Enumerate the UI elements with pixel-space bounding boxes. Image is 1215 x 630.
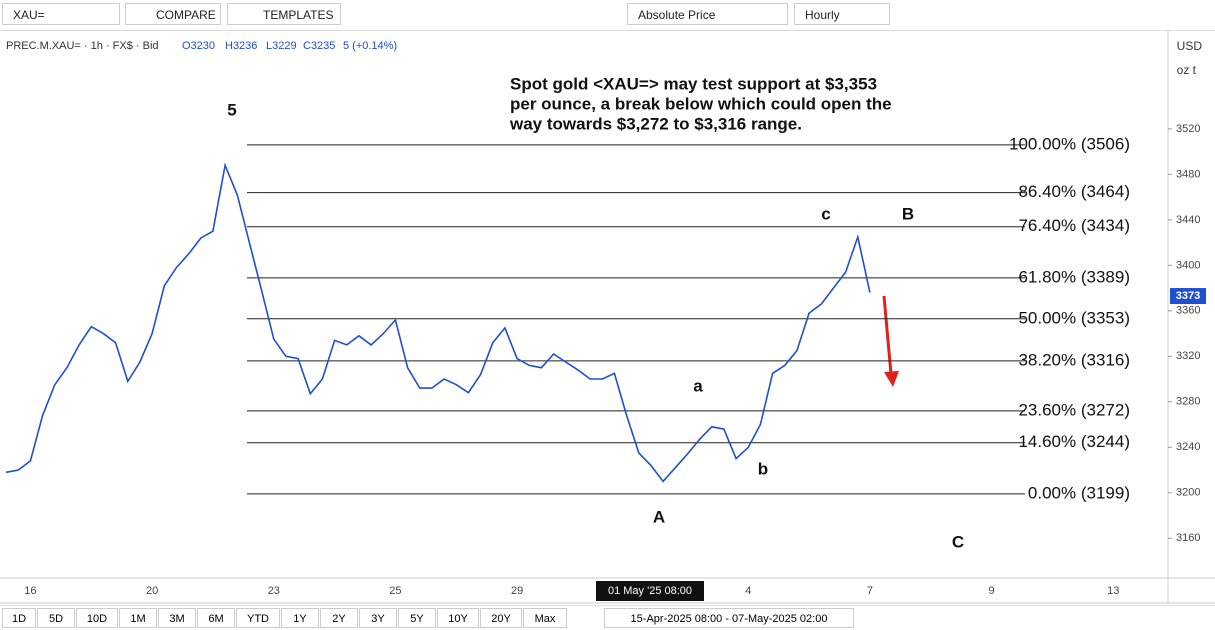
fib-label: 86.40% (3464) <box>1018 182 1130 201</box>
crosshair-label: 01 May '25 08:00 <box>608 585 692 597</box>
legend-high: H3236 <box>225 40 257 52</box>
wave-label: c <box>821 204 830 223</box>
legend-open: O3230 <box>182 40 215 52</box>
y-tick-label: 3200 <box>1176 487 1200 499</box>
y-tick-label: 3480 <box>1176 168 1200 180</box>
wave-label: B <box>902 204 914 223</box>
fib-label: 23.60% (3272) <box>1018 400 1130 419</box>
wave-label: C <box>952 532 964 551</box>
y-tick-label: 3160 <box>1176 532 1200 544</box>
fib-label: 76.40% (3434) <box>1018 216 1130 235</box>
x-tick-label: 23 <box>268 585 280 597</box>
interval-select[interactable]: Hourly <box>794 3 890 25</box>
annotation-line: Spot gold <XAU=> may test support at $3,… <box>510 74 877 93</box>
range-button[interactable]: 10Y <box>437 608 479 628</box>
range-button[interactable]: 1Y <box>281 608 319 628</box>
y-tick-label: 3360 <box>1176 305 1200 317</box>
x-tick-label: 13 <box>1107 585 1119 597</box>
fib-label: 14.60% (3244) <box>1018 432 1130 451</box>
x-tick-label: 16 <box>24 585 36 597</box>
unit-label[interactable]: oz t <box>1177 63 1197 77</box>
annotation: Spot gold <XAU=> may test support at $3,… <box>509 74 892 133</box>
y-tick-label: 3280 <box>1176 396 1200 408</box>
range-button[interactable]: Max <box>523 608 567 628</box>
y-tick-label: 3240 <box>1176 441 1200 453</box>
last-price-label: 3373 <box>1176 290 1200 302</box>
compare-button[interactable]: COMPARE <box>125 3 221 25</box>
range-button[interactable]: 3Y <box>359 608 397 628</box>
x-tick-label: 7 <box>867 585 873 597</box>
range-button[interactable]: 10D <box>76 608 118 628</box>
legend-instrument: PREC.M.XAU= · 1h · FX$ · Bid <box>6 40 159 52</box>
fib-label: 100.00% (3506) <box>1009 134 1130 153</box>
annotation-line: per ounce, a break below which could ope… <box>510 94 892 113</box>
price-mode-select[interactable]: Absolute Price <box>627 3 788 25</box>
legend-change: 5 (+0.14%) <box>343 40 397 52</box>
legend-low: L3229 <box>266 40 297 52</box>
toolbar: XAU= COMPARE TEMPLATES Absolute Price Ho… <box>0 0 1215 31</box>
templates-button[interactable]: TEMPLATES <box>227 3 341 25</box>
range-button[interactable]: 2Y <box>320 608 358 628</box>
x-tick-label: 25 <box>389 585 401 597</box>
wave-label: b <box>758 459 768 478</box>
x-tick-label: 29 <box>511 585 523 597</box>
footer: 15-Apr-2025 08:00 - 07-May-2025 02:00 1D… <box>0 605 1215 630</box>
range-button[interactable]: 1M <box>119 608 157 628</box>
range-button[interactable]: 5D <box>37 608 75 628</box>
legend-close: C3235 <box>303 40 335 52</box>
price-line <box>5 162 871 483</box>
fib-label: 38.20% (3316) <box>1018 350 1130 369</box>
last-price-box <box>1170 288 1206 305</box>
y-tick-label: 3440 <box>1176 214 1200 226</box>
x-tick-label: 9 <box>989 585 995 597</box>
currency-label[interactable]: USD <box>1177 39 1203 53</box>
y-tick-label: 3520 <box>1176 123 1200 135</box>
wave-label: A <box>653 507 665 526</box>
fib-label: 61.80% (3389) <box>1018 267 1130 286</box>
date-range[interactable]: 15-Apr-2025 08:00 - 07-May-2025 02:00 <box>604 608 854 628</box>
range-button[interactable]: 3M <box>158 608 196 628</box>
fib-label: 0.00% (3199) <box>1028 483 1130 502</box>
wave-label: a <box>693 376 703 395</box>
crosshair-box <box>596 581 704 601</box>
range-button[interactable]: 6M <box>197 608 235 628</box>
y-tick-label: 3400 <box>1176 259 1200 271</box>
x-tick-label: 20 <box>146 585 158 597</box>
range-button[interactable]: 20Y <box>480 608 522 628</box>
x-tick-label: 4 <box>745 585 751 597</box>
range-button[interactable]: 1D <box>2 608 36 628</box>
red-arrow <box>882 295 899 387</box>
wave-label: 5 <box>227 100 236 119</box>
range-button[interactable]: 5Y <box>398 608 436 628</box>
annotation-line: way towards $3,272 to $3,316 range. <box>509 114 802 133</box>
symbol-input[interactable]: XAU= <box>2 3 120 25</box>
y-tick-label: 3320 <box>1176 350 1200 362</box>
range-button[interactable]: YTD <box>236 608 280 628</box>
fib-label: 50.00% (3353) <box>1018 308 1130 327</box>
